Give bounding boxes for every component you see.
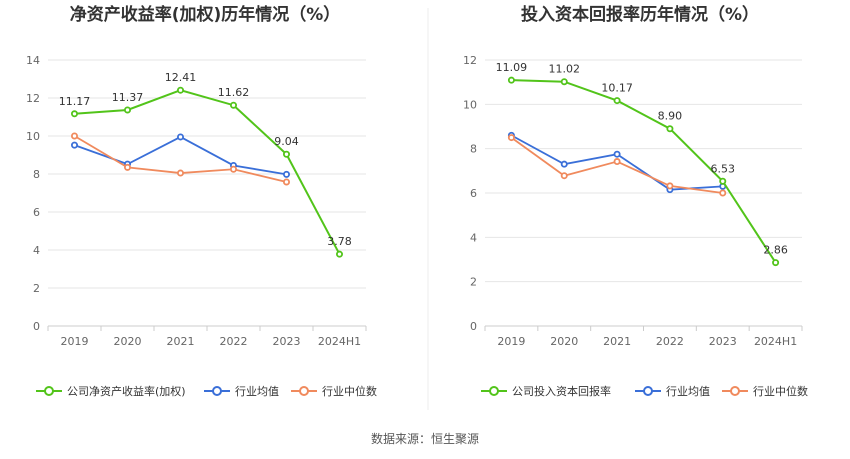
series-line — [510, 136, 723, 194]
y-tick-label: 12 — [26, 92, 40, 105]
x-tick-label: 2024H1 — [754, 335, 797, 348]
legend-label: 行业均值 — [235, 385, 279, 398]
data-label: 10.17 — [601, 82, 633, 95]
y-tick-label: 6 — [470, 187, 477, 200]
data-label: 8.90 — [658, 110, 683, 123]
data-label: 12.41 — [165, 71, 197, 84]
y-tick-label: 0 — [470, 320, 477, 333]
y-tick-label: 4 — [470, 231, 477, 244]
y-tick-label: 14 — [26, 54, 40, 67]
data-point — [560, 160, 568, 168]
chart-title: 净资产收益率(加权)历年情况（%） — [70, 4, 341, 25]
data-label: 6.53 — [711, 162, 736, 175]
data-point — [613, 158, 621, 166]
legend-marker — [643, 386, 653, 396]
x-tick-label: 2021 — [167, 335, 195, 348]
legend-marker — [489, 386, 499, 396]
data-point — [282, 178, 290, 186]
x-tick-label: 2024H1 — [318, 335, 361, 348]
y-tick-label: 4 — [33, 244, 40, 257]
series-line — [511, 79, 777, 264]
data-point — [560, 172, 568, 180]
data-label: 3.78 — [327, 235, 352, 248]
x-tick-label: 2023 — [709, 335, 737, 348]
data-label: 11.02 — [549, 63, 581, 76]
y-tick-label: 6 — [33, 206, 40, 219]
data-point — [613, 150, 621, 158]
data-point — [335, 250, 343, 258]
data-point — [124, 163, 132, 171]
legend-label: 公司投入资本回报率 — [512, 384, 611, 398]
x-tick-label: 2022 — [220, 335, 248, 348]
legend-label: 行业均值 — [666, 385, 710, 398]
data-label: 11.17 — [59, 95, 91, 108]
legend-label: 行业中位数 — [322, 384, 377, 398]
x-tick-label: 2022 — [656, 335, 684, 348]
data-point — [176, 169, 184, 177]
legend-marker — [730, 386, 740, 396]
data-point — [666, 125, 674, 133]
data-point — [507, 134, 515, 142]
data-label: 11.37 — [112, 91, 144, 104]
data-point — [507, 76, 515, 84]
y-tick-label: 10 — [463, 98, 477, 111]
y-tick-label: 2 — [33, 282, 40, 295]
x-tick-label: 2019 — [61, 335, 89, 348]
data-point — [176, 133, 184, 141]
x-tick-label: 2019 — [497, 335, 525, 348]
y-tick-label: 8 — [470, 143, 477, 156]
x-tick-label: 2020 — [114, 335, 142, 348]
data-point — [176, 86, 184, 94]
data-point — [560, 78, 568, 86]
source-note: 数据来源：恒生聚源 — [371, 431, 479, 446]
x-tick-label: 2020 — [550, 335, 578, 348]
legend-marker — [299, 386, 309, 396]
roic-chart: 投入资本回报率历年情况（%） 0 2 4 6 8 10 12 2019 2020 2021 2022 2… — [463, 4, 808, 398]
data-point — [282, 170, 290, 178]
data-point — [666, 182, 674, 190]
data-point — [719, 177, 727, 185]
y-tick-label: 0 — [33, 320, 40, 333]
x-tick-label: 2021 — [603, 335, 631, 348]
data-label: 9.04 — [274, 135, 299, 148]
roe-chart: 净资产收益率(加权)历年情况（%） 0 2 4 6 8 10 12 14 2019 2020 2021… — [26, 4, 377, 398]
data-point — [229, 165, 237, 173]
data-point — [124, 106, 132, 114]
data-point — [71, 132, 79, 140]
data-point — [71, 141, 79, 149]
data-point — [71, 110, 79, 118]
y-tick-label: 8 — [33, 168, 40, 181]
legend-label: 行业中位数 — [753, 384, 808, 398]
data-label: 11.09 — [496, 61, 528, 74]
y-tick-label: 10 — [26, 130, 40, 143]
data-point — [282, 150, 290, 158]
y-tick-label: 12 — [463, 54, 477, 67]
data-label: 2.86 — [763, 244, 788, 257]
chart-title: 投入资本回报率历年情况（%） — [521, 4, 759, 25]
data-point — [229, 101, 237, 109]
legend-marker — [44, 386, 54, 396]
data-label: 11.62 — [218, 86, 250, 99]
data-point — [719, 189, 727, 197]
legend-marker — [212, 386, 222, 396]
data-point — [613, 97, 621, 105]
series-line — [74, 89, 341, 255]
x-tick-label: 2023 — [273, 335, 301, 348]
legend-label: 公司净资产收益率(加权) — [67, 384, 186, 398]
data-point — [772, 259, 780, 267]
y-tick-label: 2 — [470, 276, 477, 289]
